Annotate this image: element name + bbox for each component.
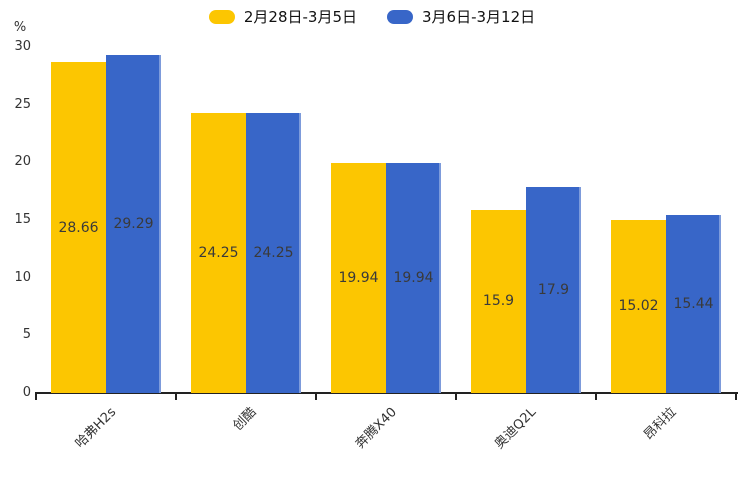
bar[interactable] <box>386 163 441 393</box>
y-tick-label: 20 <box>14 154 31 170</box>
legend-label: 2月28日-3月5日 <box>243 8 357 26</box>
x-tick-mark <box>595 392 597 400</box>
x-tick-mark <box>175 392 177 400</box>
legend-item[interactable]: 2月28日-3月5日 <box>208 6 357 27</box>
legend-swatch <box>208 9 235 24</box>
bar[interactable] <box>471 209 526 393</box>
x-axis-line <box>36 392 738 394</box>
bar[interactable] <box>611 219 666 393</box>
legend-swatch <box>387 9 413 24</box>
bar-value-label: 17.9 <box>537 281 570 298</box>
chart-legend: 2月28日-3月5日 3月6日-3月12日 <box>0 6 744 27</box>
bar-value-label: 15.02 <box>618 298 659 315</box>
bar-value-label: 15.9 <box>482 293 515 310</box>
x-axis-label: 创酷 <box>230 404 260 434</box>
x-tick-mark <box>35 392 37 400</box>
bar[interactable] <box>666 214 721 393</box>
bar-value-label: 24.25 <box>253 245 294 262</box>
bar[interactable] <box>51 62 106 393</box>
legend-item[interactable]: 3月6日-3月12日 <box>387 6 535 27</box>
bar-value-label: 29.29 <box>113 216 154 233</box>
x-axis-label: 奥迪Q2L <box>492 404 540 453</box>
bar[interactable] <box>191 113 246 393</box>
y-tick-label: 0 <box>22 385 31 400</box>
x-axis-label: 昂科拉 <box>641 404 680 444</box>
y-tick-label: 30 <box>14 39 31 54</box>
x-axis-label: 奔腾X40 <box>352 404 400 452</box>
bar-value-label: 15.44 <box>673 295 714 312</box>
x-axis-label: 哈弗H2s <box>72 404 120 452</box>
bar-value-label: 24.25 <box>198 245 239 262</box>
y-tick-label: 5 <box>22 327 31 343</box>
x-tick-mark <box>455 392 457 400</box>
bar[interactable] <box>526 186 581 393</box>
bar-value-label: 28.66 <box>58 219 99 236</box>
legend-label: 3月6日-3月12日 <box>422 8 536 26</box>
y-tick-label: 10 <box>14 269 31 285</box>
x-tick-mark <box>735 392 737 400</box>
bar[interactable] <box>246 113 301 393</box>
y-tick-label: 15 <box>14 212 31 227</box>
x-tick-mark <box>315 392 317 400</box>
bar-value-label: 19.94 <box>393 270 434 286</box>
y-tick-label: 25 <box>14 96 31 112</box>
y-axis-unit-label: % <box>13 20 27 35</box>
bar[interactable] <box>331 163 386 393</box>
bar[interactable] <box>106 55 161 393</box>
bar-value-label: 19.94 <box>338 270 379 286</box>
